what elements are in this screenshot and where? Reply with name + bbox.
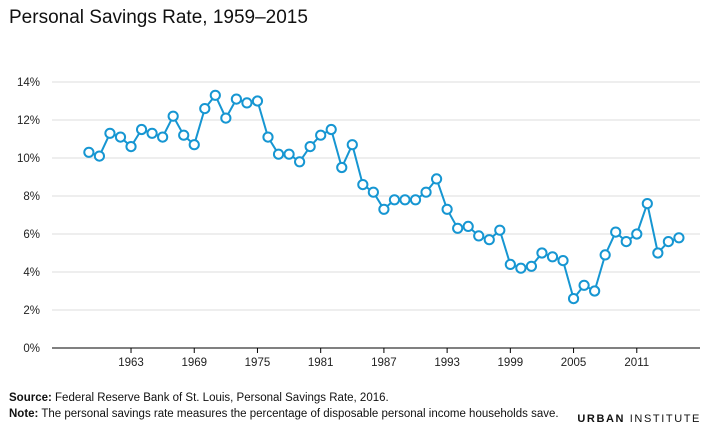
y-tick-label: 8% <box>23 191 40 203</box>
data-point <box>673 232 685 244</box>
y-tick-label: 12% <box>17 115 40 127</box>
note-text: The personal savings rate measures the p… <box>38 408 559 420</box>
data-point <box>504 258 516 270</box>
data-point <box>167 110 179 122</box>
data-point <box>567 293 580 305</box>
x-tick-label: 1987 <box>371 357 397 369</box>
source-label: Source: <box>9 392 52 404</box>
data-point <box>188 139 200 151</box>
data-point <box>283 148 295 160</box>
data-point <box>230 93 242 105</box>
data-point <box>178 129 190 141</box>
data-point <box>367 186 379 198</box>
note-label: Note: <box>9 408 39 420</box>
data-point <box>209 89 221 101</box>
data-point <box>578 279 590 291</box>
data-point <box>294 156 306 168</box>
data-point <box>272 148 285 160</box>
y-tick-label: 2% <box>23 305 40 317</box>
data-point <box>452 222 464 234</box>
data-point <box>388 194 401 206</box>
data-point <box>157 131 169 143</box>
urban-institute-logo: URBAN INSTITUTE <box>577 413 701 425</box>
y-tick-label: 0% <box>23 343 40 355</box>
data-point <box>662 236 674 248</box>
source-text: Federal Reserve Bank of St. Louis, Perso… <box>51 392 389 404</box>
data-point <box>631 228 643 240</box>
x-tick-label: 2005 <box>561 357 587 369</box>
x-tick-label: 1963 <box>118 357 144 369</box>
data-point <box>420 186 432 198</box>
series-line <box>88 94 680 300</box>
data-point <box>536 247 548 259</box>
data-point <box>546 251 559 263</box>
data-point <box>125 141 137 153</box>
data-point <box>146 127 158 139</box>
source-line: Source: Federal Reserve Bank of St. Loui… <box>9 390 559 406</box>
data-point <box>315 129 327 141</box>
data-point <box>262 131 274 143</box>
y-tick-label: 10% <box>17 153 40 165</box>
data-point <box>525 260 538 272</box>
data-point <box>104 127 116 139</box>
data-point <box>409 194 422 206</box>
data-point <box>430 173 443 185</box>
data-point <box>515 262 527 274</box>
x-tick-label: 1969 <box>181 357 207 369</box>
data-point <box>220 112 232 124</box>
data-point <box>599 249 611 261</box>
data-point <box>241 97 253 109</box>
data-point <box>135 123 148 136</box>
data-point <box>378 203 390 215</box>
data-point <box>483 234 495 246</box>
data-point <box>93 150 106 162</box>
data-point <box>462 220 474 232</box>
data-point <box>494 224 506 236</box>
data-point <box>346 139 358 151</box>
data-point <box>620 236 632 248</box>
x-tick-label: 2011 <box>624 357 649 369</box>
chart-footer: Source: Federal Reserve Bank of St. Loui… <box>9 390 559 422</box>
x-tick-label: 1975 <box>245 357 271 369</box>
data-point <box>336 161 348 174</box>
x-tick-label: 1993 <box>434 357 460 369</box>
data-point <box>325 123 337 136</box>
y-tick-label: 6% <box>23 229 40 241</box>
y-tick-label: 14% <box>17 77 40 89</box>
data-point <box>473 230 485 242</box>
data-point <box>399 194 411 206</box>
data-point <box>641 198 653 210</box>
data-point <box>83 146 95 158</box>
chart-title: Personal Savings Rate, 1959–2015 <box>9 7 308 28</box>
data-point <box>251 95 264 107</box>
data-point <box>199 103 211 115</box>
data-point <box>652 247 664 259</box>
data-point <box>557 255 569 267</box>
brand-part-1: URBAN <box>577 413 626 425</box>
x-tick-label: 1999 <box>498 357 524 369</box>
data-point <box>357 179 369 191</box>
data-point <box>589 285 601 297</box>
y-tick-label: 4% <box>23 267 40 279</box>
data-point <box>114 131 127 143</box>
brand-part-2: INSTITUTE <box>625 413 701 425</box>
data-point <box>610 226 622 238</box>
x-tick-label: 1981 <box>308 357 334 369</box>
note-line: Note: The personal savings rate measures… <box>9 406 559 422</box>
data-point <box>441 203 453 215</box>
data-point <box>304 141 316 153</box>
